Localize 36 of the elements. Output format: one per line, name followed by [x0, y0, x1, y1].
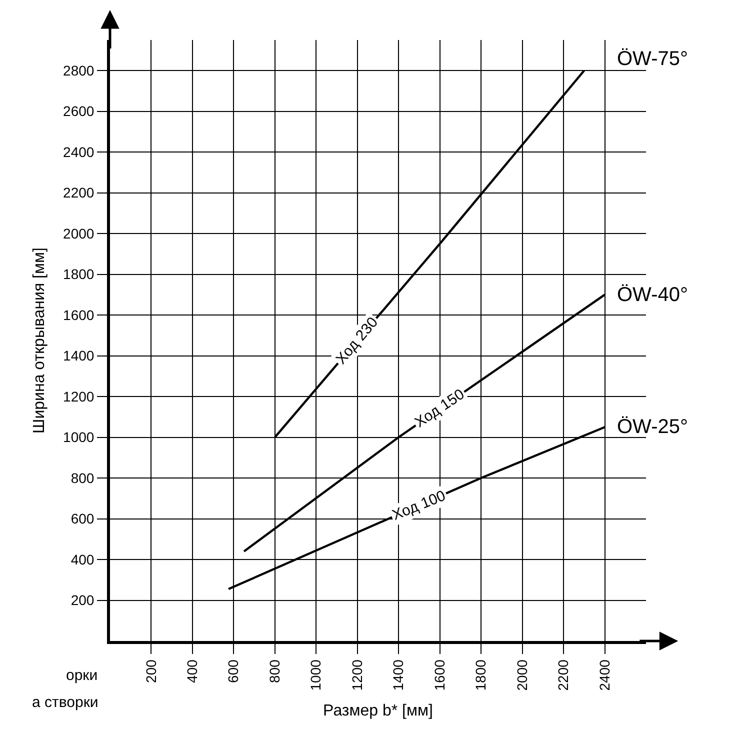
x-tick-label: 1400	[390, 659, 406, 691]
y-tick-label: 1000	[63, 429, 94, 446]
series-label: ÖW-75°	[617, 48, 688, 70]
x-tick-label: 600	[225, 659, 242, 683]
y-tick-label: 1400	[63, 348, 94, 364]
y-tick-label: 2600	[63, 103, 94, 120]
x-tick-label: 2000	[514, 659, 530, 691]
text: а створки	[32, 694, 98, 711]
x-tick-label: 2200	[555, 659, 572, 691]
x-tick-label: 1600	[431, 659, 448, 691]
x-tick-label: 1000	[308, 659, 324, 691]
x-tick-label: 400	[184, 659, 200, 683]
y-tick-label: 800	[70, 470, 94, 486]
y-tick-label: 1200	[63, 388, 94, 404]
annotation: Ход 230	[332, 314, 382, 368]
x-axis-title: Размер b* [мм]	[323, 702, 433, 720]
x-tick-label: 200	[142, 659, 159, 683]
series-label: ÖW-40°	[617, 284, 688, 306]
annotation: Ход 100	[390, 487, 448, 524]
y-tick-label: 600	[70, 510, 94, 527]
y-tick-label: 1800	[63, 266, 94, 282]
y-tick-label: 2800	[63, 62, 94, 78]
y-tick-label: 200	[70, 592, 94, 608]
y-tick-label: 2000	[63, 225, 94, 242]
x-tick-label: 1800	[472, 659, 489, 691]
series-label: ÖW-25°	[617, 416, 688, 438]
y-tick-label: 400	[70, 551, 94, 568]
y-tick-label: 1600	[63, 306, 94, 323]
x-tick-label: 800	[266, 659, 282, 683]
y-tick-label: 2400	[63, 144, 94, 160]
annotation: Ход 150	[412, 386, 468, 432]
text: орки	[66, 667, 98, 684]
x-tick-label: 1200	[348, 659, 365, 691]
y-tick-label: 2200	[63, 184, 94, 201]
y-axis-title: Ширина открывания [мм]	[30, 248, 48, 434]
x-tick-label: 2400	[596, 659, 612, 691]
